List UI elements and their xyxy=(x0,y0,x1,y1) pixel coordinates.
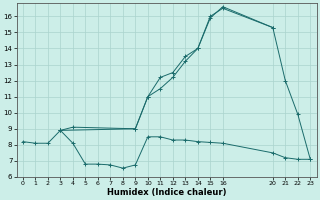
X-axis label: Humidex (Indice chaleur): Humidex (Indice chaleur) xyxy=(107,188,226,197)
